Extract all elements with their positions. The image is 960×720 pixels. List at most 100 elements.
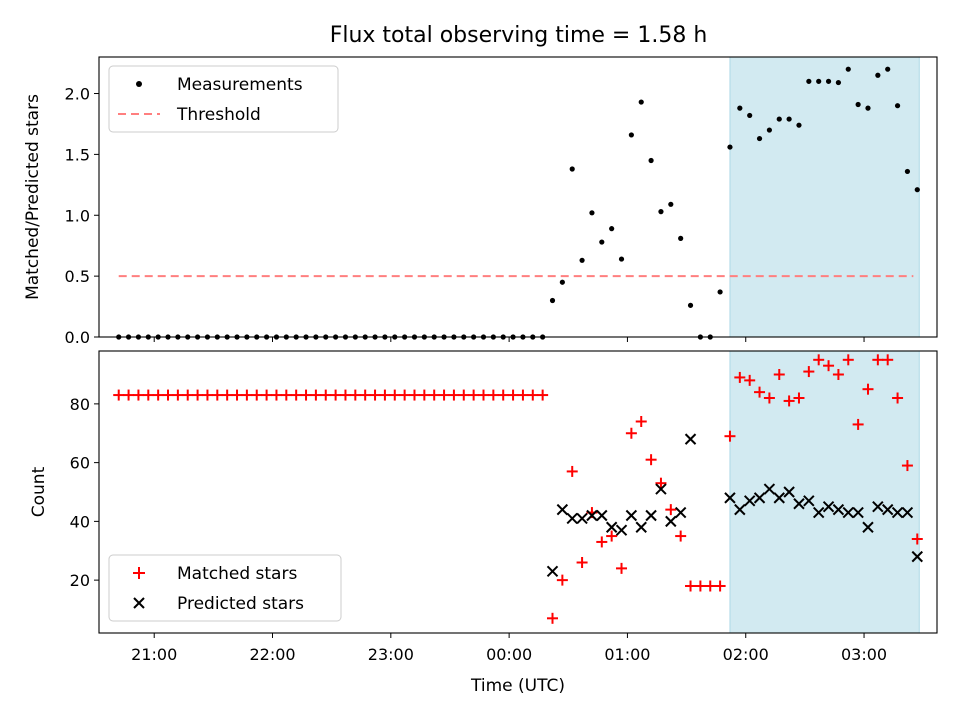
- matched-point: [201, 389, 213, 401]
- predicted-point-b: [852, 506, 864, 519]
- measurement-point: [766, 127, 773, 133]
- measurement-point: [825, 78, 832, 84]
- matched-point: [172, 389, 184, 401]
- bottom-matched-points: [113, 354, 923, 624]
- measurement-point: [904, 168, 911, 175]
- predicted-point: [635, 521, 647, 533]
- matched-point: [862, 383, 874, 395]
- measurement-point: [549, 297, 556, 304]
- predicted-point-b: [793, 498, 805, 510]
- measurement-point: [678, 235, 684, 241]
- predicted-point-b: [566, 512, 578, 525]
- predicted-point: [783, 486, 795, 498]
- matched-point: [754, 386, 766, 398]
- predicted-point-b: [684, 433, 697, 445]
- top-observation-window: [729, 56, 920, 338]
- matched-point: [270, 389, 282, 401]
- matched-point: [359, 389, 371, 401]
- matched-point: [349, 389, 361, 401]
- predicted-point: [763, 483, 776, 495]
- predicted-point-b: [743, 495, 756, 507]
- predicted-point-b: [773, 492, 785, 504]
- predicted-point-b: [763, 483, 776, 495]
- matched-point: [852, 418, 864, 430]
- matched-point: [724, 430, 736, 442]
- matched-point: [389, 389, 401, 401]
- matched-point: [132, 389, 144, 401]
- predicted-point: [911, 550, 923, 563]
- predicted-point-b: [803, 495, 815, 507]
- predicted-point-b: [901, 506, 914, 519]
- predicted-point: [891, 506, 904, 519]
- matched-point: [113, 389, 125, 401]
- matched-point: [192, 389, 204, 401]
- predicted-point: [753, 492, 766, 504]
- bottom-y-ticks: 20 40 60 80: [70, 395, 99, 590]
- matched-point: [448, 389, 460, 401]
- measurement-point: [914, 187, 920, 193]
- measurement-point: [687, 302, 694, 308]
- measurement-point: [875, 72, 881, 78]
- matched-point: [882, 354, 894, 366]
- bottom-y-axis-label: Count: [29, 466, 49, 517]
- matched-point: [418, 389, 430, 401]
- predicted-point: [793, 498, 805, 510]
- predicted-point: [576, 512, 588, 525]
- y-tick-label: 2.0: [65, 85, 90, 104]
- predicted-point-b: [605, 521, 618, 533]
- matched-point: [645, 454, 657, 466]
- matched-point: [300, 389, 312, 401]
- matched-point: [290, 389, 302, 401]
- matched-point: [468, 389, 480, 401]
- predicted-point-b: [615, 524, 628, 536]
- top-legend: Measurements Threshold: [108, 65, 339, 133]
- legend-measurements-label: Measurements: [177, 75, 303, 95]
- predicted-point-b: [891, 506, 904, 519]
- matched-point: [477, 389, 489, 401]
- predicted-point: [596, 509, 608, 522]
- matched-point: [162, 389, 174, 401]
- y-tick-label: 20: [70, 571, 90, 590]
- measurement-point: [747, 112, 753, 119]
- top-y-ticks: 0.0 0.5 1.0 1.5 2.0: [65, 85, 99, 347]
- x-tick-label: 21:00: [131, 645, 177, 664]
- chart-title: Flux total observing time = 1.58 h: [330, 23, 708, 48]
- measurement-point: [835, 79, 842, 86]
- matched-point: [744, 374, 756, 386]
- matched-point: [458, 389, 470, 401]
- measurement-point: [658, 209, 664, 215]
- predicted-point: [665, 515, 677, 528]
- predicted-point-b: [822, 500, 835, 513]
- predicted-point-b: [872, 500, 884, 513]
- matched-point: [704, 580, 716, 592]
- predicted-point-b: [674, 506, 687, 519]
- matched-point: [251, 389, 263, 401]
- matched-point: [783, 395, 795, 407]
- predicted-point-b: [546, 565, 559, 578]
- matched-point: [142, 389, 154, 401]
- matched-point: [379, 389, 391, 401]
- matched-point: [842, 354, 854, 366]
- matched-point: [556, 574, 568, 586]
- measurement-point: [806, 78, 812, 84]
- predicted-point: [645, 509, 657, 522]
- matched-point: [487, 389, 499, 401]
- legend-threshold-label: Threshold: [176, 105, 261, 125]
- predicted-point: [743, 495, 756, 507]
- measurement-point: [816, 78, 822, 84]
- predicted-point-b: [645, 509, 657, 522]
- predicted-point: [546, 565, 559, 578]
- matched-point: [507, 389, 519, 401]
- measurement-point: [609, 226, 615, 232]
- y-tick-label: 40: [70, 512, 90, 531]
- predicted-point: [556, 503, 569, 516]
- legend-predicted-label: Predicted stars: [177, 594, 304, 614]
- legend-predicted-marker: [133, 597, 145, 609]
- matched-point: [714, 580, 726, 592]
- measurement-point: [786, 116, 792, 122]
- measurement-point: [717, 289, 723, 295]
- x-tick-label: 00:00: [486, 645, 532, 664]
- top-panel: 0.00.51.01.52.0 Matched/Predicted stars …: [23, 56, 938, 347]
- predicted-point-b: [734, 503, 746, 516]
- matched-point: [892, 392, 904, 404]
